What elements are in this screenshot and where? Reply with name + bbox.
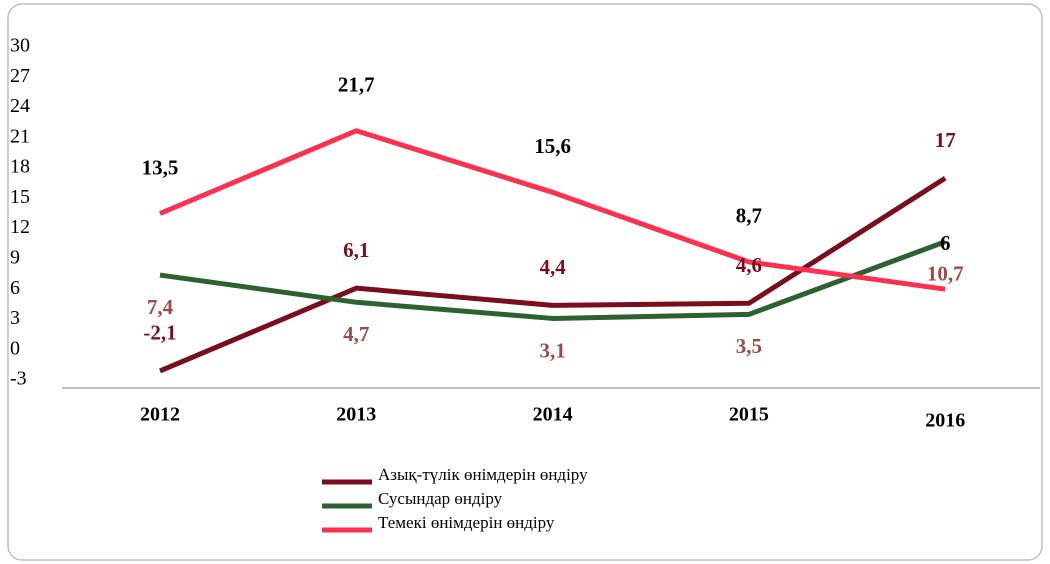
data-label: 17 [935,128,956,152]
data-label: 7,4 [147,295,174,319]
data-label: 15,6 [534,134,571,158]
series-line [159,128,946,292]
y-tick-label: 30 [10,35,30,57]
data-label: 10,7 [927,262,964,286]
legend-label: Азық-түлік өнімдерін өндіру [378,465,588,484]
x-tick-label: 2014 [533,404,573,426]
y-tick-label: -3 [10,368,27,390]
legend-label: Темекі өнімдерін өндіру [378,513,555,532]
y-tick-label: 24 [10,95,30,117]
y-tick-label: 21 [10,125,30,147]
series-line [159,239,947,321]
y-tick-label: 6 [10,277,20,299]
x-tick-label: 2015 [729,404,769,426]
data-label: 3,1 [539,338,565,362]
data-label: 4,6 [736,253,762,277]
x-tick-label: 2013 [336,404,376,426]
x-tick-label: 2012 [140,404,180,426]
legend-label: Сусындар өндіру [378,489,503,508]
y-tick-label: 18 [10,156,30,178]
y-tick-label: 3 [10,307,20,329]
y-tick-label: 9 [10,247,20,269]
data-label: 13,5 [142,155,179,179]
data-label: 4,7 [343,322,369,346]
y-tick-label: 27 [10,65,30,87]
data-label: -2,1 [143,321,176,345]
data-label: 4,4 [539,255,566,279]
data-label: 6 [940,231,951,255]
series-line [159,176,947,374]
y-tick-label: 15 [10,186,30,208]
data-label: 3,5 [736,334,762,358]
x-tick-label: 2016 [925,410,965,432]
data-label: 6,1 [343,238,369,262]
data-label: 8,7 [736,204,762,228]
y-tick-label: 0 [10,337,20,359]
data-label: 21,7 [338,73,375,97]
y-tick-label: 12 [10,216,30,238]
chart-frame [7,3,1043,561]
